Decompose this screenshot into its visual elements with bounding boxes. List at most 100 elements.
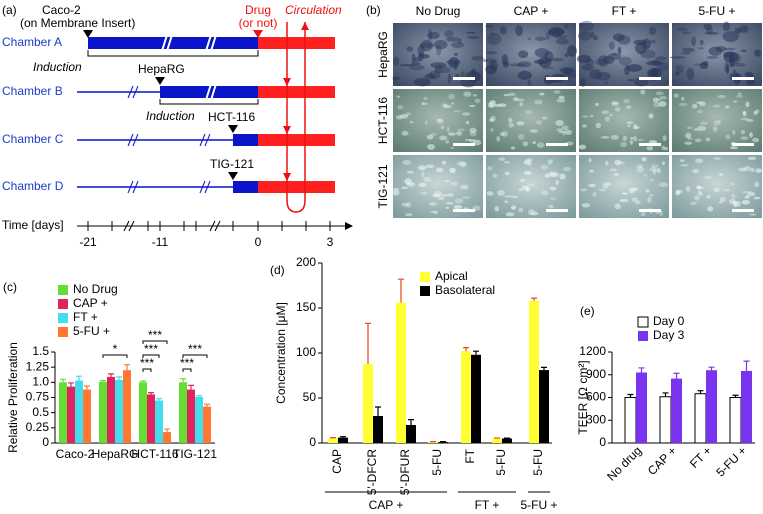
cell-texture: [399, 113, 409, 119]
cell-texture: [510, 205, 517, 210]
cell-texture: [447, 132, 456, 136]
legend-label: Day 3: [653, 328, 685, 342]
cell-texture: [633, 39, 647, 45]
scale-bar: [732, 143, 754, 146]
cell-texture: [658, 101, 667, 107]
circulation-loop: [286, 22, 306, 213]
cell-texture: [446, 126, 450, 133]
cell-texture: [696, 110, 703, 114]
cell-texture: [716, 120, 722, 123]
cell-texture: [578, 31, 592, 41]
cell-texture: [442, 103, 448, 108]
error-bar: [531, 297, 537, 301]
cell-texture: [582, 124, 587, 128]
chamber-label: Chamber B: [2, 84, 63, 98]
x-tick-label: No drug: [604, 443, 644, 483]
cell-texture: [467, 35, 480, 40]
y-tick-label: 1.5: [32, 344, 49, 358]
cell-texture: [749, 132, 753, 138]
cell-texture: [713, 120, 721, 126]
cell-texture: [462, 196, 471, 199]
cell-texture: [617, 46, 622, 55]
cell-texture: [507, 92, 516, 97]
cell-texture: [708, 46, 723, 56]
cell-texture: [698, 47, 704, 50]
error-bar: [188, 384, 194, 390]
legend-swatch: [420, 272, 430, 282]
cell-texture: [640, 49, 656, 59]
cell-texture: [588, 183, 596, 188]
cell-texture: [592, 191, 597, 197]
bar: [438, 442, 448, 443]
panel-label: (e): [580, 304, 595, 318]
cell-texture: [534, 48, 550, 58]
drug-bar: [258, 134, 335, 146]
cell-texture: [519, 102, 523, 106]
cell-texture: [466, 120, 470, 125]
cell-texture: [712, 125, 718, 132]
cell-texture: [704, 32, 719, 35]
arrowhead: [345, 222, 353, 230]
cell-texture: [590, 31, 595, 39]
cell-label: TIG-121: [210, 157, 254, 171]
error-bar: [108, 373, 114, 377]
cell-texture: [679, 159, 685, 162]
cell-texture: [545, 31, 551, 41]
cell-texture: [433, 210, 438, 215]
time-tick-label: 0: [255, 235, 262, 249]
bar: [115, 379, 123, 443]
cell-texture: [556, 98, 566, 103]
cell-texture: [612, 33, 625, 42]
significance-bracket: [142, 340, 168, 344]
cell-texture: [503, 161, 510, 164]
cell-texture: [447, 193, 454, 197]
cell-texture: [548, 28, 565, 36]
cell-texture: [472, 94, 478, 97]
cell-texture: [494, 205, 500, 212]
cell-texture: [600, 136, 610, 139]
cell-texture: [702, 61, 709, 66]
cell-texture: [595, 71, 611, 81]
bar: [338, 437, 348, 443]
cell-texture: [733, 100, 738, 103]
error-bar: [638, 367, 645, 373]
cell-texture: [449, 181, 459, 186]
cell-texture: [463, 91, 472, 97]
bar: [75, 380, 83, 443]
break: [123, 220, 221, 232]
cell-texture: [612, 52, 617, 56]
error-bar: [180, 378, 186, 383]
break: [127, 133, 211, 147]
cell-texture: [425, 164, 435, 169]
cell-texture: [406, 170, 414, 174]
cell-texture: [561, 125, 569, 131]
bracket: [87, 50, 259, 57]
cell-texture: [618, 161, 626, 165]
cell-texture: [489, 102, 496, 108]
cell-texture: [680, 52, 691, 55]
cell-texture: [646, 60, 663, 66]
cell-texture: [730, 62, 746, 67]
y-tick-label: 0.5: [32, 405, 49, 419]
cell-texture: [745, 118, 754, 122]
time-tick-label: -11: [152, 235, 169, 249]
cell-texture: [499, 26, 507, 35]
cell-texture: [589, 169, 595, 173]
cell-texture: [659, 95, 667, 100]
cell-texture: [694, 138, 702, 143]
error-bar: [673, 372, 680, 379]
cell-texture: [612, 102, 618, 105]
cell-texture: [501, 130, 508, 137]
cell-texture: [518, 187, 524, 192]
cell-texture: [649, 167, 658, 172]
cell-texture: [604, 116, 610, 122]
cell-texture: [627, 79, 635, 82]
induction-label: Induction: [146, 109, 195, 123]
cell-texture: [613, 173, 620, 176]
y-tick-label: 200: [296, 255, 316, 269]
cell-texture: [556, 38, 569, 45]
cell-texture: [409, 121, 414, 124]
cell-texture: [460, 161, 467, 168]
drug-bar: [258, 86, 335, 98]
